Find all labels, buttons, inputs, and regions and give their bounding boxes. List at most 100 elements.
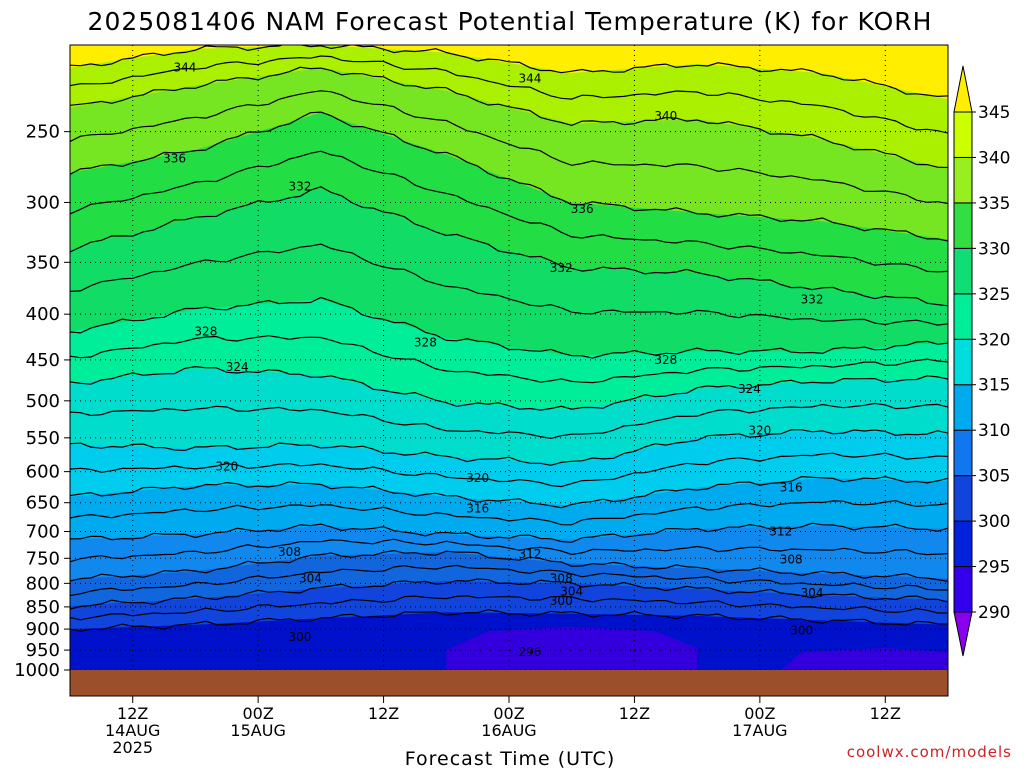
colorbar-swatch: [953, 202, 973, 249]
colorbar-swatch: [953, 293, 973, 340]
x-tick-label: 12Z: [870, 704, 901, 723]
credit-text: coolwx.com/models: [847, 743, 1012, 761]
contour-label: 308: [780, 552, 803, 566]
contour-label: 320: [215, 459, 238, 473]
contour-label: 296: [518, 645, 541, 659]
x-tick-label: 16AUG: [481, 721, 536, 740]
contour-labels: 344 344 340 336 332 336 332 332 328 328 328 324 324 3…: [163, 61, 824, 659]
colorbar-swatch: [953, 475, 973, 522]
x-tick-label: 12Z: [619, 704, 650, 723]
contour-label: 312: [518, 547, 541, 561]
x-tick-label: 15AUG: [230, 721, 285, 740]
contour-label: 336: [571, 202, 594, 216]
colorbar-tick-label: 330: [978, 239, 1010, 259]
chart-title: 2025081406 NAM Forecast Potential Temper…: [88, 7, 933, 36]
contour-lines: [70, 45, 948, 632]
contour-label: 308: [278, 545, 301, 559]
colorbar-tick-label: 345: [978, 103, 1010, 123]
ground-surface: [70, 670, 948, 696]
x-tick-label: 00Z: [493, 704, 524, 723]
colorbar-tick-label: 340: [978, 148, 1010, 168]
contour-label: 320: [466, 471, 489, 485]
y-tick-label: 750: [26, 548, 60, 569]
contour-label: 300: [288, 630, 311, 644]
contour-label: 304: [299, 571, 322, 585]
contour-label: 320: [748, 424, 771, 438]
contour-label: 328: [654, 353, 677, 367]
colorbar-tick-label: 315: [978, 376, 1010, 396]
fill-cool-pool: [446, 626, 698, 670]
fill-band: [70, 45, 948, 100]
y-tick-label: 600: [26, 462, 60, 483]
contour-line: [70, 335, 948, 384]
colorbar-tick-label: 290: [978, 603, 1010, 623]
x-tick-label: 12Z: [117, 704, 148, 723]
contour-line: [70, 243, 948, 326]
x-tick-label: 00Z: [744, 704, 775, 723]
colorbar-swatch: [953, 429, 973, 477]
y-tick-label: 650: [26, 493, 60, 514]
contour-label: 304: [560, 585, 583, 599]
y-tick-label: 900: [26, 619, 60, 640]
colorbar-bottom-arrow: [953, 611, 973, 657]
contour-label: 300: [790, 623, 813, 637]
colorbar-swatch: [953, 384, 973, 431]
colorbar-tick-label: 320: [978, 330, 1010, 350]
contour-line: [70, 549, 948, 582]
x-tick-label: 17AUG: [732, 721, 787, 740]
y-tick-label: 400: [26, 304, 60, 325]
colorbar-tick-label: 300: [978, 512, 1010, 532]
y-tick-label: 1000: [14, 660, 60, 681]
colorbar-tick-label: 305: [978, 467, 1010, 487]
contour-line: [70, 564, 948, 597]
colorbar-swatch: [953, 566, 973, 613]
x-axis-label: Forecast Time (UTC): [405, 748, 615, 768]
contour-line: [70, 538, 948, 563]
x-tick-label: 00Z: [242, 704, 273, 723]
fill-cool-pool: [780, 648, 948, 670]
y-tick-label: 700: [26, 521, 60, 542]
y-tick-label: 800: [26, 573, 60, 594]
contour-label: 332: [801, 292, 824, 306]
contour-line: [70, 296, 948, 359]
colorbar: 290 295 300 305 310 315 320 325 330 335 340 345: [953, 65, 1010, 657]
contour-line: [70, 55, 948, 134]
colorbar-tick-label: 310: [978, 421, 1010, 441]
colorbar-swatch: [953, 338, 973, 386]
colorbar-swatch: [953, 111, 973, 158]
contour-label: 332: [550, 261, 573, 275]
x-tick-label: 2025: [112, 738, 153, 757]
contour-line: [70, 45, 948, 98]
temperature-fill: [70, 45, 948, 670]
colorbar-swatch: [953, 156, 973, 204]
contour-line: [70, 186, 948, 307]
contour-label: 308: [550, 571, 573, 585]
contour-label: 312: [769, 524, 792, 538]
colorbar-swatch: [953, 247, 973, 295]
colorbar-tick-label: 335: [978, 194, 1010, 214]
contour-label: 324: [226, 360, 249, 374]
y-tick-label: 350: [26, 252, 60, 273]
colorbar-top-arrow: [953, 65, 973, 113]
contour-label: 336: [163, 152, 186, 166]
x-tick-label: 12Z: [368, 704, 399, 723]
contour-line: [70, 111, 948, 242]
contour-label: 344: [518, 71, 541, 85]
contour-line: [70, 475, 948, 509]
contour-label: 344: [174, 61, 197, 75]
colorbar-swatch: [953, 520, 973, 568]
contour-label: 300: [550, 594, 573, 608]
x-tick-label: 14AUG: [105, 721, 160, 740]
contour-line: [70, 609, 948, 632]
y-tick-label: 450: [26, 350, 60, 371]
y-axis-ticks: 2503003504004505005506006507007508008509…: [14, 122, 70, 681]
y-tick-label: 850: [26, 597, 60, 618]
contour-label: 328: [414, 335, 437, 349]
contour-label: 328: [194, 324, 217, 338]
contour-label: 332: [288, 180, 311, 194]
y-tick-label: 950: [26, 640, 60, 661]
contour-line: [70, 66, 948, 169]
colorbar-tick-label: 325: [978, 285, 1010, 305]
